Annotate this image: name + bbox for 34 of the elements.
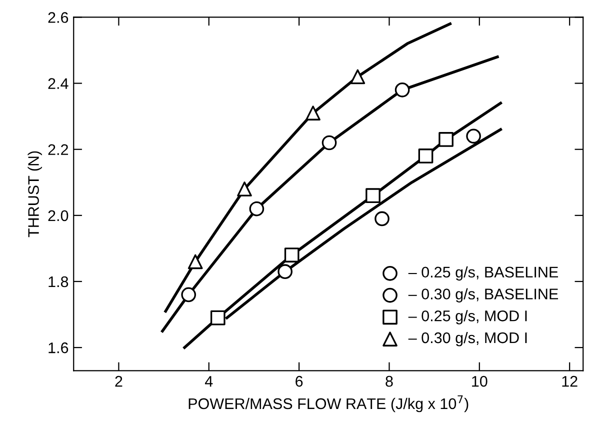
y-tick-label: 2.6 [48, 12, 68, 23]
x-tick-label: 2 [115, 376, 122, 387]
y-tick-label: 1.8 [48, 276, 68, 288]
x-tick-label: 8 [386, 376, 393, 387]
y-tick-label: 2.2 [48, 144, 68, 155]
point [249, 201, 264, 216]
legend-label: – 0.30 g/s, BASELINE [408, 288, 558, 302]
point [350, 69, 366, 84]
x-tick-label: 10 [472, 376, 488, 387]
legend-label: – 0.25 g/s, MOD I [408, 310, 527, 324]
point [374, 211, 390, 226]
y-tick-label: 2.4 [48, 78, 68, 89]
x-tick-label: 12 [562, 376, 578, 387]
x-tick-label: 4 [204, 376, 213, 387]
y-tick-label: 2.0 [48, 210, 68, 222]
x-axis-title: POWER/MASS FLOW RATE (J/kg x 10$^{7}$) [188, 395, 468, 412]
point [181, 287, 196, 302]
point [366, 188, 380, 204]
point [438, 132, 454, 147]
x-tick-label: 6 [296, 376, 303, 387]
point [278, 264, 293, 279]
point [210, 310, 226, 326]
legend-label: – 0.30 g/s, MOD I [408, 332, 527, 346]
point [237, 182, 252, 196]
legend-label: – 0.25 g/s, BASELINE [408, 266, 558, 281]
point [394, 82, 410, 98]
point [466, 128, 481, 144]
point [306, 106, 320, 120]
point [418, 148, 434, 164]
point [322, 135, 337, 150]
y-axis-title: THRUST (N) [28, 151, 42, 238]
y-tick-label: 1.6 [48, 342, 68, 354]
point [188, 254, 203, 270]
point [284, 248, 300, 262]
